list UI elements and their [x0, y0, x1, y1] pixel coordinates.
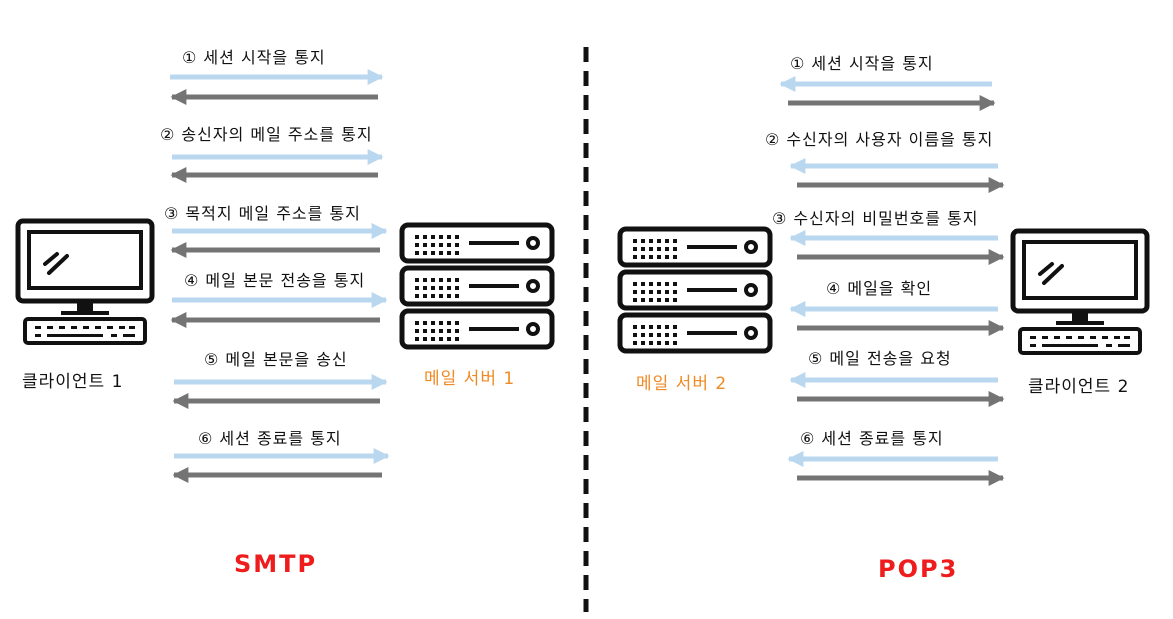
pop3-step-3: ③ 수신자의 비밀번호를 통지 [772, 209, 979, 228]
mail-server-1-label: 메일 서버 1 [424, 369, 516, 389]
smtp-step-4: ④ 메일 본문 전송을 통지 [184, 271, 366, 290]
pop3-step-2: ② 수신자의 사용자 이름을 통지 [765, 130, 994, 149]
pop3-step-6: ⑥ 세션 종료를 통지 [800, 429, 944, 448]
pop3-protocol-label: POP3 [878, 555, 959, 583]
smtp-step-1: ① 세션 시작을 통지 [182, 48, 326, 67]
server-icon [617, 226, 773, 354]
smtp-step-3: ③ 목적지 메일 주소를 통지 [164, 204, 361, 223]
pop3-step-5: ⑤ 메일 전송을 요청 [808, 349, 952, 368]
client-2-label: 클라이언트 2 [1028, 377, 1130, 397]
smtp-step-5: ⑤ 메일 본문을 송신 [204, 350, 348, 369]
pop3-step-1: ① 세션 시작을 통지 [790, 54, 934, 73]
mail-server-2-label: 메일 서버 2 [636, 374, 728, 394]
smtp-step-2: ② 송신자의 메일 주소를 통지 [160, 125, 373, 144]
pop3-step-4: ④ 메일을 확인 [826, 279, 933, 298]
client-1-label: 클라이언트 1 [22, 372, 124, 392]
computer-icon [1010, 228, 1150, 355]
server-icon [399, 222, 555, 350]
smtp-step-6: ⑥ 세션 종료를 통지 [198, 429, 342, 448]
smtp-protocol-label: SMTP [234, 550, 318, 578]
computer-icon [15, 218, 155, 345]
